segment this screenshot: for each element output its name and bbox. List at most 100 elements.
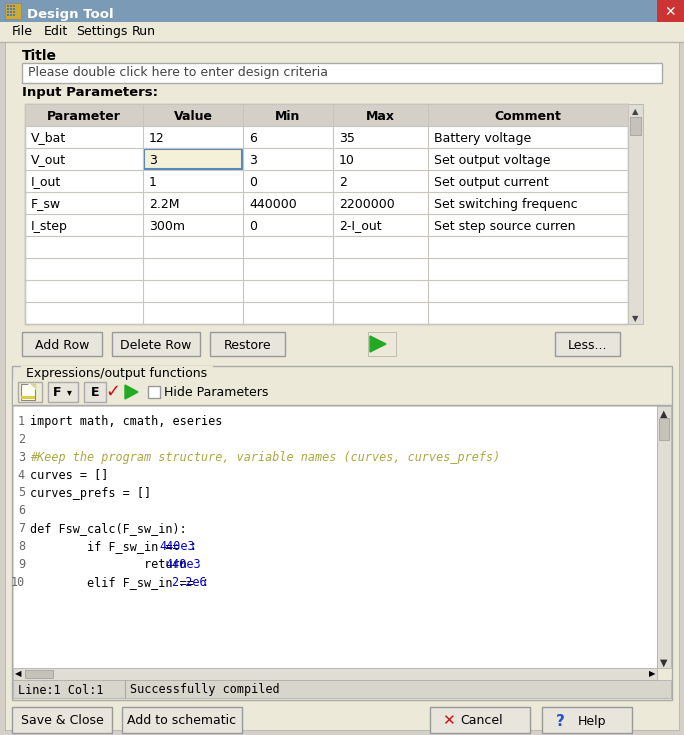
Text: 1: 1 (149, 176, 157, 188)
Text: 0: 0 (249, 220, 257, 232)
Bar (13, 708, 113, 734)
Polygon shape (125, 385, 138, 399)
Text: Add to schematic: Add to schematic (127, 714, 237, 728)
Text: Comment: Comment (495, 110, 562, 123)
Text: 9: 9 (18, 559, 25, 572)
Text: elif F_sw_in ==: elif F_sw_in == (30, 576, 201, 589)
Bar (84, 382, 106, 402)
Bar (25, 104, 628, 126)
Text: 3: 3 (149, 154, 157, 167)
Bar (10, 14, 12, 16)
Text: 300m: 300m (149, 220, 185, 232)
Text: 2: 2 (339, 176, 347, 188)
Text: ▲: ▲ (632, 107, 638, 117)
Text: Value: Value (174, 110, 213, 123)
Text: ▼: ▼ (660, 658, 668, 668)
Text: 6: 6 (18, 504, 25, 517)
Text: 440000: 440000 (249, 198, 297, 210)
Text: ◀: ◀ (15, 670, 21, 678)
Text: Design Tool: Design Tool (27, 7, 114, 21)
Text: Please double click here to enter design criteria: Please double click here to enter design… (28, 65, 328, 79)
Bar (7, 8, 9, 10)
Bar (10, 11, 12, 13)
Bar (13, 8, 15, 10)
Bar (657, 406, 671, 668)
Bar (12, 366, 672, 700)
Text: Title: Title (22, 49, 57, 63)
Text: 2.2e6: 2.2e6 (172, 576, 207, 589)
Text: 3: 3 (249, 154, 257, 167)
Polygon shape (370, 336, 386, 352)
Bar (23, 333, 103, 357)
Text: 440e3: 440e3 (166, 559, 201, 572)
Bar (630, 117, 641, 135)
Text: 0: 0 (249, 176, 257, 188)
Bar (430, 707, 530, 733)
Text: 7: 7 (18, 523, 25, 536)
Text: F: F (53, 385, 62, 398)
Bar (10, 5, 12, 7)
Bar (13, 5, 15, 7)
Text: Delete Row: Delete Row (120, 339, 192, 351)
Bar (48, 382, 78, 402)
Text: ▲: ▲ (660, 409, 668, 419)
Text: ▶: ▶ (648, 670, 655, 678)
Text: :: : (201, 576, 208, 589)
Bar (122, 707, 242, 733)
Text: 10: 10 (339, 154, 355, 167)
Bar (555, 332, 620, 356)
Text: 2200000: 2200000 (339, 198, 395, 210)
Text: 2: 2 (18, 432, 25, 445)
Text: 8: 8 (18, 540, 25, 553)
Text: Set step source curren: Set step source curren (434, 220, 575, 232)
Text: V_bat: V_bat (31, 132, 66, 145)
Bar (13, 14, 15, 16)
Text: Add Row: Add Row (35, 339, 89, 351)
Bar (22, 63, 662, 83)
Text: 2.2M: 2.2M (149, 198, 179, 210)
Bar (18, 382, 42, 402)
Text: :: : (189, 540, 196, 553)
Text: Input Parameters:: Input Parameters: (22, 85, 158, 98)
Text: 10: 10 (11, 576, 25, 589)
Bar (12, 707, 112, 733)
Bar (22, 332, 102, 356)
Bar (123, 708, 243, 734)
Text: Settings: Settings (76, 24, 127, 37)
Bar (431, 708, 531, 734)
Text: 3: 3 (18, 451, 25, 464)
Bar (7, 14, 9, 16)
Polygon shape (29, 384, 35, 389)
Text: Parameter: Parameter (47, 110, 121, 123)
Bar (5, 3, 21, 19)
Text: 35: 35 (339, 132, 355, 145)
Text: Set switching frequenc: Set switching frequenc (434, 198, 577, 210)
Text: Successfully compiled: Successfully compiled (130, 684, 280, 697)
Text: curves_prefs = []: curves_prefs = [] (30, 487, 151, 500)
Text: import math, cmath, eseries: import math, cmath, eseries (30, 415, 222, 428)
Bar (21, 384, 35, 400)
Bar (113, 333, 201, 357)
Bar (148, 386, 160, 398)
Text: Line:1 Col:1: Line:1 Col:1 (18, 684, 103, 697)
Text: Save & Close: Save & Close (21, 714, 103, 728)
Bar (556, 333, 621, 357)
Bar (25, 104, 628, 324)
Bar (21, 396, 35, 399)
Text: ▼: ▼ (632, 315, 638, 323)
Text: 4: 4 (18, 468, 25, 481)
Bar (144, 149, 242, 169)
Text: ?: ? (555, 714, 564, 728)
Text: 12: 12 (149, 132, 165, 145)
Bar (13, 406, 657, 668)
Text: curves = []: curves = [] (30, 468, 108, 481)
Text: Expressions/output functions: Expressions/output functions (22, 367, 211, 380)
Bar (25, 670, 53, 678)
Polygon shape (29, 384, 35, 389)
Text: 440e3: 440e3 (160, 540, 196, 553)
Text: if F_sw_in ==: if F_sw_in == (30, 540, 187, 553)
Text: 5: 5 (18, 487, 25, 500)
Bar (0, 0, 684, 22)
Text: Max: Max (366, 110, 395, 123)
Bar (7, 5, 9, 7)
